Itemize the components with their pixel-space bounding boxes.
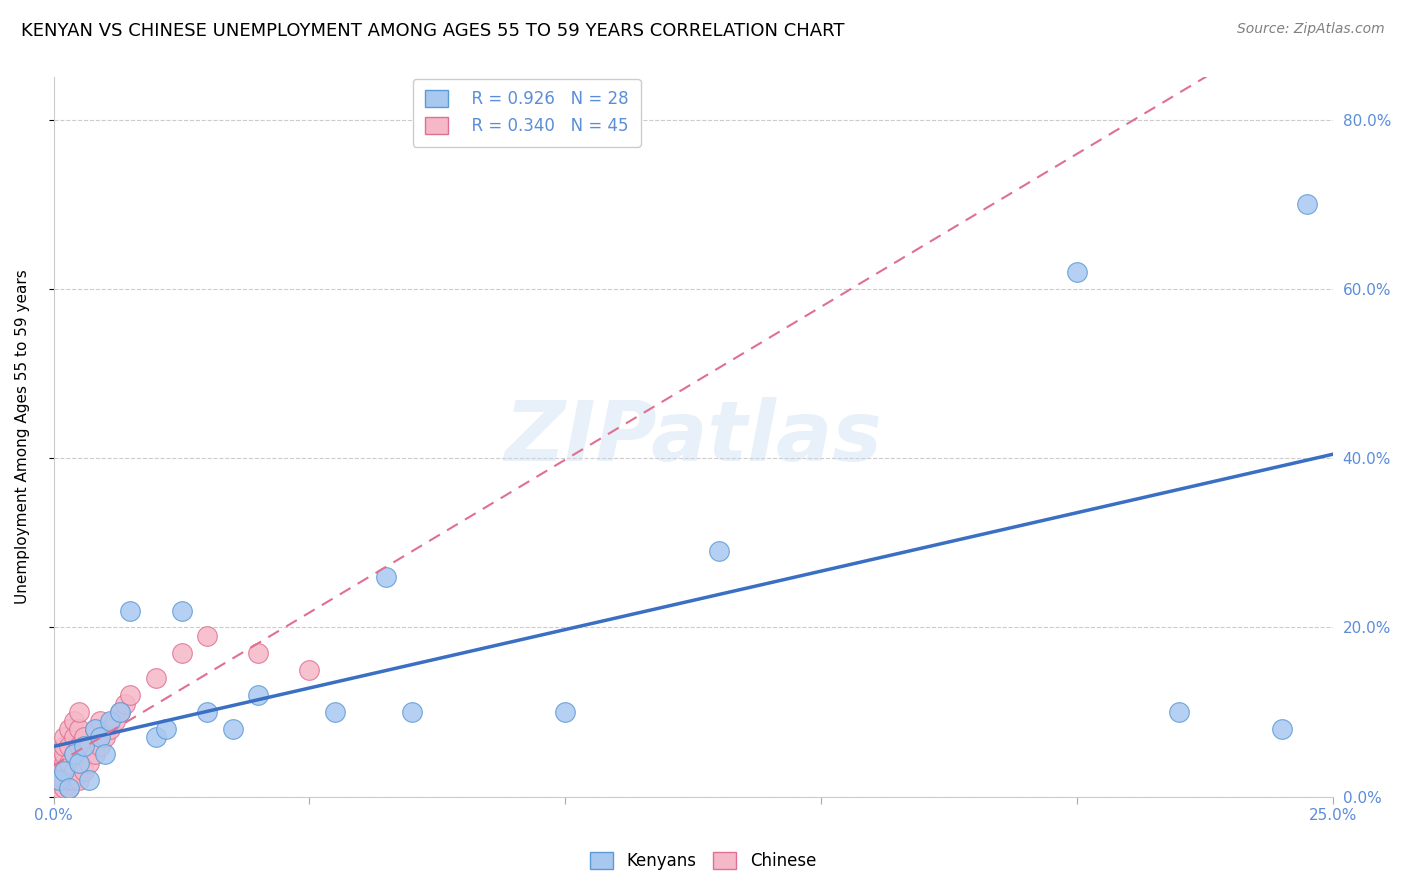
Point — [48, 756, 70, 770]
Point — [170, 646, 193, 660]
Point — [63, 731, 86, 745]
Point — [58, 781, 80, 796]
Point — [1066, 265, 1088, 279]
Point — [63, 764, 86, 779]
Point — [63, 714, 86, 728]
Point — [79, 756, 101, 770]
Point — [94, 731, 117, 745]
Point — [114, 697, 136, 711]
Point — [222, 722, 245, 736]
Y-axis label: Unemployment Among Ages 55 to 59 years: Unemployment Among Ages 55 to 59 years — [15, 269, 30, 605]
Point — [63, 747, 86, 762]
Point — [707, 544, 730, 558]
Point — [73, 739, 96, 753]
Point — [83, 747, 105, 762]
Point — [48, 781, 70, 796]
Point — [195, 629, 218, 643]
Point — [52, 756, 75, 770]
Point — [247, 646, 270, 660]
Point — [58, 722, 80, 736]
Point — [170, 603, 193, 617]
Point — [98, 722, 121, 736]
Point — [108, 705, 131, 719]
Point — [83, 722, 105, 736]
Point — [73, 731, 96, 745]
Point — [48, 772, 70, 787]
Point — [67, 756, 90, 770]
Point — [1271, 722, 1294, 736]
Point — [1168, 705, 1191, 719]
Point — [120, 688, 142, 702]
Text: Source: ZipAtlas.com: Source: ZipAtlas.com — [1237, 22, 1385, 37]
Point — [52, 781, 75, 796]
Point — [67, 705, 90, 719]
Point — [89, 739, 111, 753]
Point — [58, 739, 80, 753]
Point — [94, 747, 117, 762]
Point — [554, 705, 576, 719]
Point — [52, 739, 75, 753]
Point — [120, 603, 142, 617]
Point — [98, 714, 121, 728]
Point — [52, 764, 75, 779]
Point — [52, 747, 75, 762]
Point — [67, 772, 90, 787]
Point — [58, 772, 80, 787]
Point — [108, 705, 131, 719]
Point — [375, 569, 398, 583]
Point — [195, 705, 218, 719]
Point — [104, 714, 127, 728]
Point — [247, 688, 270, 702]
Point — [52, 772, 75, 787]
Legend: Kenyans, Chinese: Kenyans, Chinese — [583, 845, 823, 877]
Point — [48, 764, 70, 779]
Point — [89, 731, 111, 745]
Point — [323, 705, 346, 719]
Text: ZIPatlas: ZIPatlas — [505, 397, 882, 477]
Point — [73, 764, 96, 779]
Point — [63, 772, 86, 787]
Point — [58, 756, 80, 770]
Point — [298, 663, 321, 677]
Legend:   R = 0.926   N = 28,   R = 0.340   N = 45: R = 0.926 N = 28, R = 0.340 N = 45 — [413, 78, 641, 146]
Point — [79, 772, 101, 787]
Point — [67, 722, 90, 736]
Point — [79, 739, 101, 753]
Point — [67, 756, 90, 770]
Point — [63, 747, 86, 762]
Point — [48, 772, 70, 787]
Point — [73, 747, 96, 762]
Point — [58, 781, 80, 796]
Point — [145, 731, 167, 745]
Point — [67, 739, 90, 753]
Point — [89, 714, 111, 728]
Point — [1296, 197, 1319, 211]
Point — [83, 722, 105, 736]
Point — [155, 722, 177, 736]
Point — [401, 705, 423, 719]
Point — [145, 671, 167, 685]
Point — [52, 731, 75, 745]
Text: KENYAN VS CHINESE UNEMPLOYMENT AMONG AGES 55 TO 59 YEARS CORRELATION CHART: KENYAN VS CHINESE UNEMPLOYMENT AMONG AGE… — [21, 22, 845, 40]
